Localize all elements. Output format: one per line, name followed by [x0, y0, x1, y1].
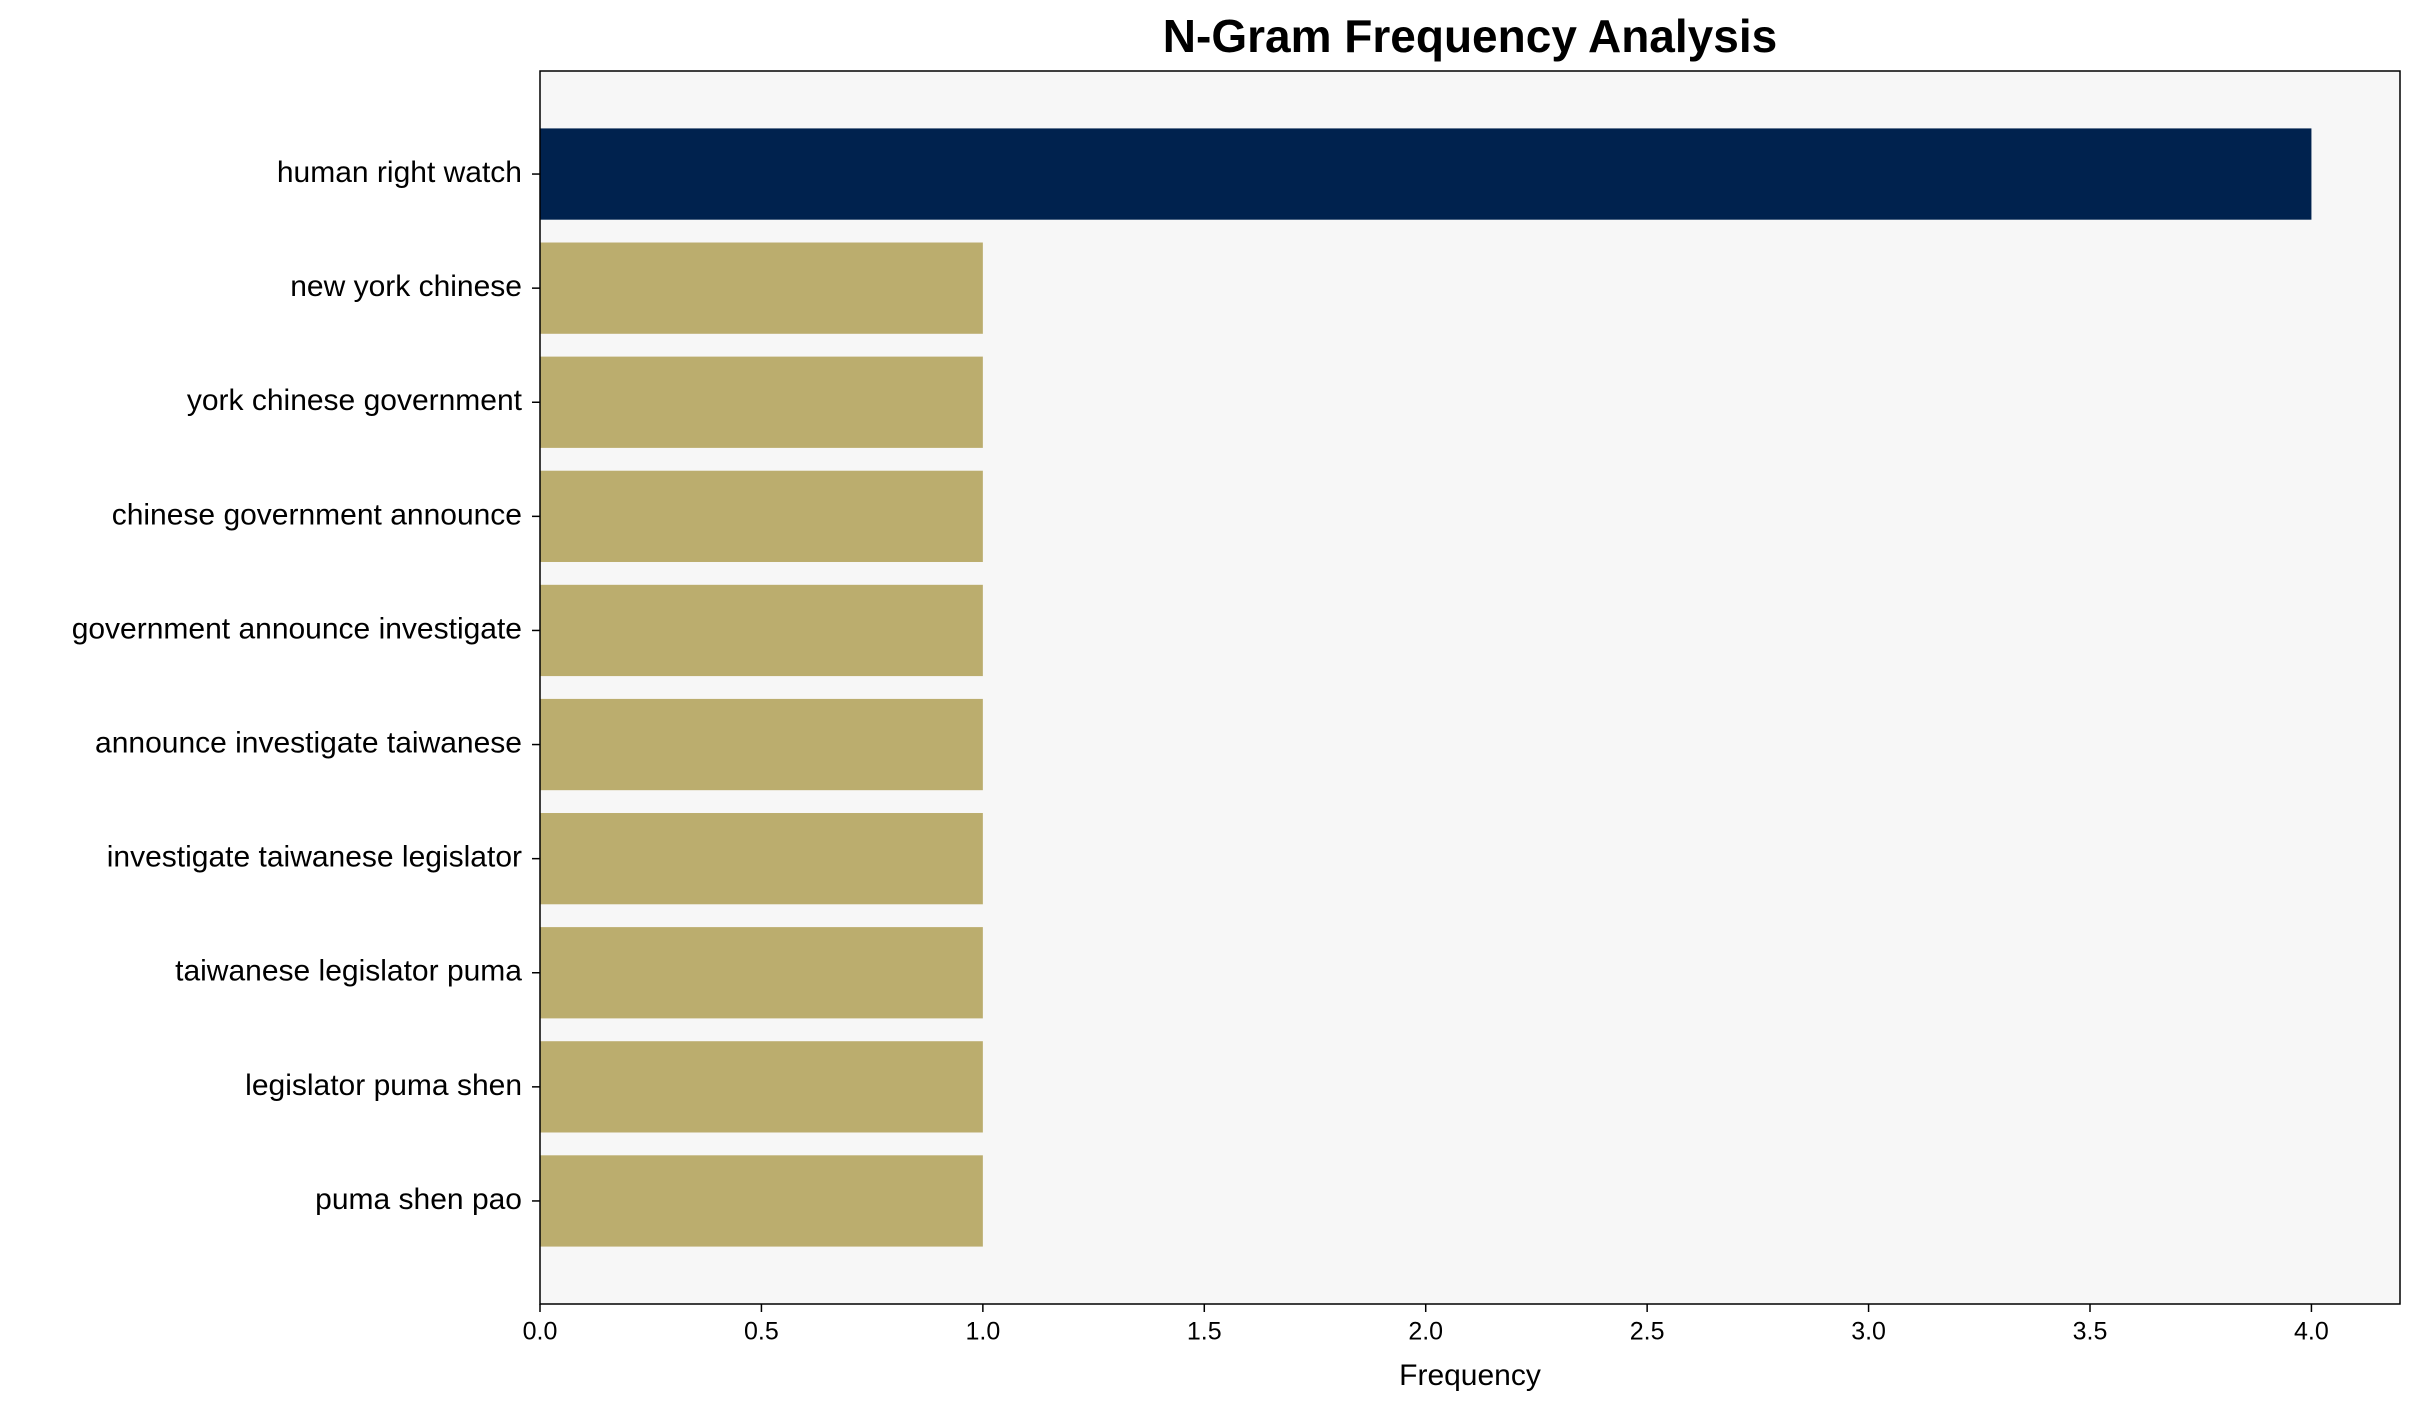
x-tick-label: 4.0 — [2294, 1318, 2329, 1346]
y-tick-label: human right watch — [277, 156, 522, 189]
y-tick-label: announce investigate taiwanese — [95, 726, 522, 759]
bar — [540, 1155, 983, 1247]
bar — [540, 470, 983, 562]
y-tick-label: government announce investigate — [72, 612, 522, 645]
y-tick-label: legislator puma shen — [245, 1069, 522, 1102]
x-tick-label: 1.0 — [965, 1318, 1000, 1346]
x-tick-label: 2.0 — [1408, 1318, 1443, 1346]
x-tick-label: 3.5 — [2073, 1318, 2108, 1346]
y-tick-label: york chinese government — [187, 384, 523, 417]
y-tick-label: investigate taiwanese legislator — [107, 841, 522, 874]
bar — [540, 584, 983, 677]
bar — [540, 128, 2312, 220]
y-tick-label: chinese government announce — [112, 498, 522, 531]
x-axis-label: Frequency — [1399, 1359, 1541, 1392]
bar — [540, 356, 983, 448]
y-tick-label: new york chinese — [290, 270, 522, 303]
y-tick-label: puma shen pao — [315, 1183, 522, 1216]
y-tick-label: taiwanese legislator puma — [175, 955, 522, 988]
x-tick-label: 0.0 — [523, 1318, 558, 1346]
x-tick-label: 0.5 — [744, 1318, 779, 1346]
bar — [540, 242, 983, 334]
x-tick-label: 3.0 — [1851, 1318, 1886, 1346]
bar — [540, 1041, 983, 1133]
bar — [540, 698, 983, 791]
plot-frame — [539, 70, 2401, 1305]
x-tick-label: 1.5 — [1187, 1318, 1222, 1346]
bar — [540, 927, 983, 1019]
bar — [540, 813, 983, 905]
chart-title: N-Gram Frequency Analysis — [1163, 10, 1777, 62]
x-tick-label: 2.5 — [1630, 1318, 1665, 1346]
